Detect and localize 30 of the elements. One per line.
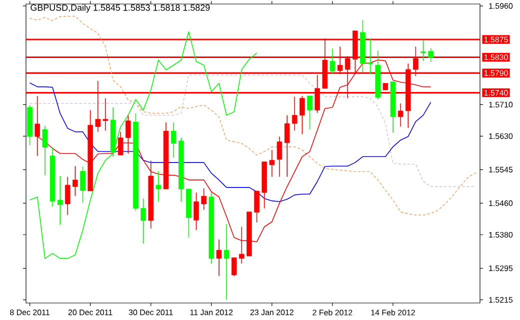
candlestick <box>269 150 275 178</box>
candlestick <box>126 114 131 154</box>
chart-title: GBPUSD,Daily 1.5845 1.5853 1.5818 1.5829 <box>30 4 210 13</box>
candlestick <box>284 114 290 178</box>
candlestick <box>57 176 63 226</box>
candlestick <box>201 188 206 210</box>
candlestick <box>194 192 199 230</box>
candlestick <box>292 96 298 132</box>
candlestick <box>300 96 305 135</box>
candlestick <box>156 170 162 202</box>
candlestick <box>118 131 124 156</box>
candlestick <box>254 190 260 223</box>
candlestick <box>80 166 86 204</box>
candlestick <box>420 39 426 62</box>
candlestick <box>224 224 230 300</box>
candlestick <box>42 125 48 176</box>
candlestick <box>307 96 312 130</box>
candlestick <box>428 48 434 62</box>
candlestick <box>398 103 404 128</box>
candlestick <box>170 122 176 158</box>
candlestick <box>276 136 282 178</box>
line-series <box>29 31 258 259</box>
candlestick <box>64 176 70 216</box>
candlestick <box>102 98 108 132</box>
candlestick <box>140 198 146 244</box>
candlestick <box>231 257 237 277</box>
candlestick <box>216 239 222 277</box>
candlestick <box>368 38 373 75</box>
candlestick <box>330 48 336 74</box>
candlestick <box>72 166 78 196</box>
